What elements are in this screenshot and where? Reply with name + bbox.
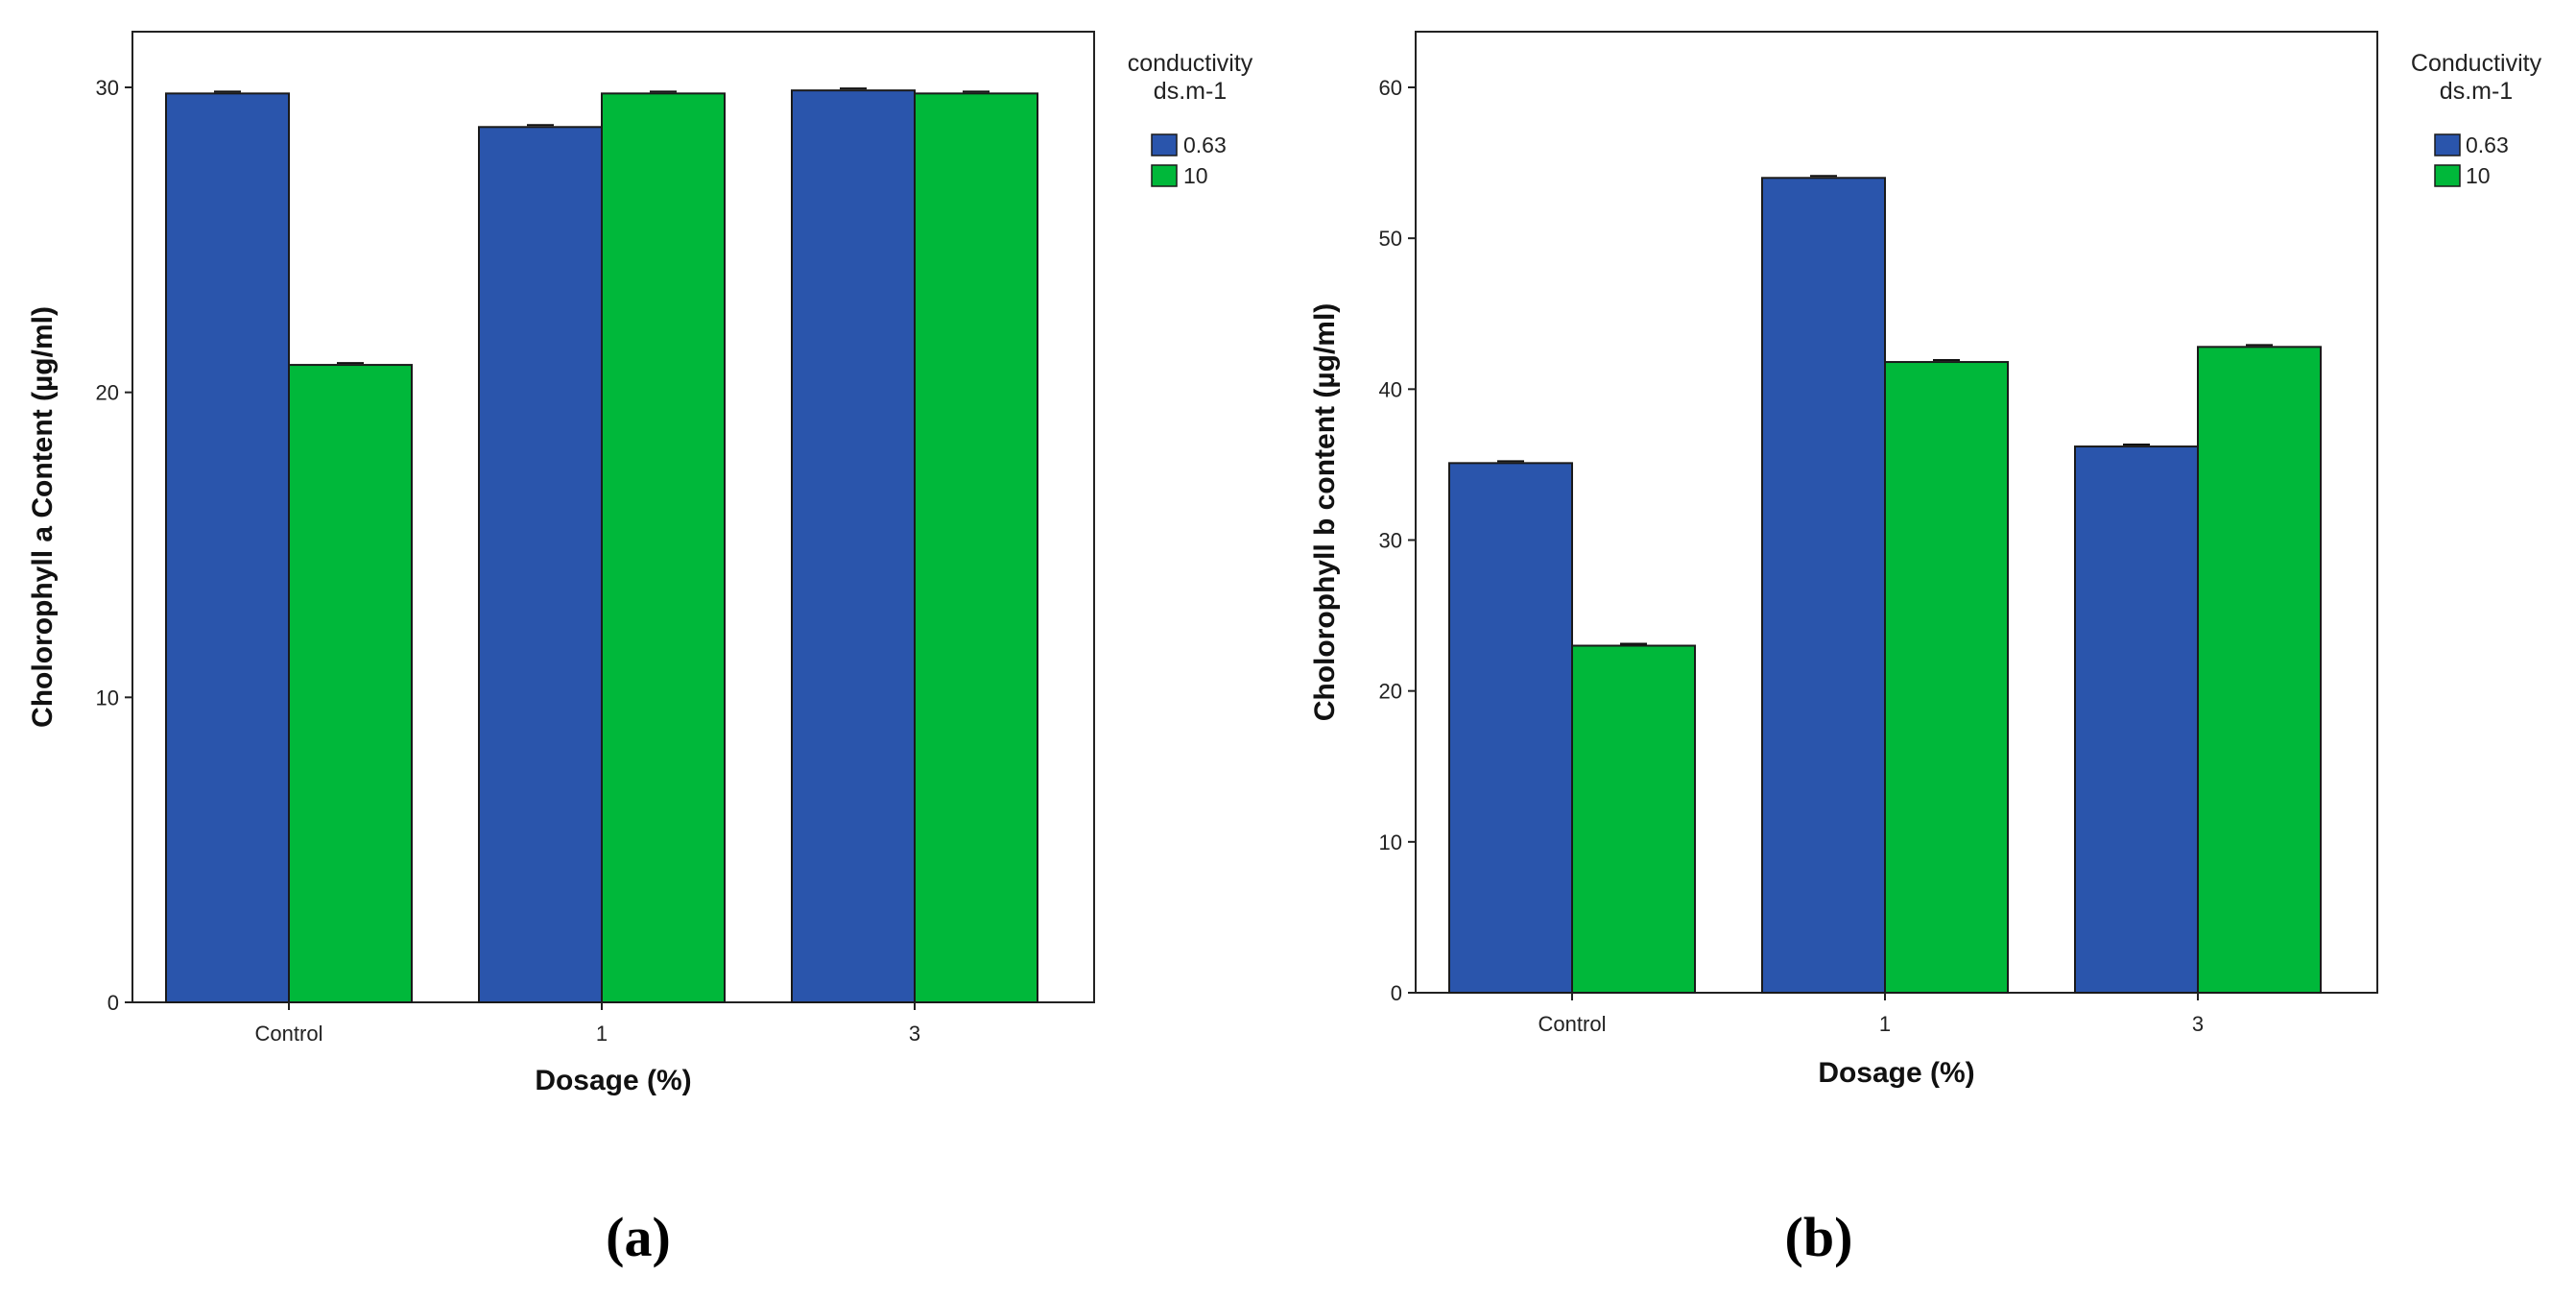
bar (1448, 462, 1573, 995)
x-tick-label: 3 (2192, 1012, 2204, 1036)
legend-label: 0.63 (2466, 132, 2509, 157)
panel-label: (a) (606, 1206, 671, 1268)
bar (601, 92, 726, 1003)
bar (165, 92, 290, 1003)
legend-label: 10 (1183, 163, 1208, 188)
legend-title: ds.m-1 (1154, 78, 1227, 105)
y-tick-label: 30 (1379, 529, 1402, 553)
y-tick-label: 0 (1391, 981, 1402, 1005)
bar (2074, 445, 2199, 995)
y-tick-label: 20 (96, 381, 119, 405)
bar (2197, 346, 2322, 994)
y-tick-label: 60 (1379, 76, 1402, 100)
x-tick-label: Control (1538, 1012, 1607, 1036)
legend-title: conductivity (1128, 50, 1253, 77)
legend-swatch (2434, 133, 2461, 156)
legend-label: 10 (2466, 163, 2491, 188)
y-axis-title: Cholorophyll a Content (µg/ml) (27, 306, 59, 728)
bar (791, 89, 916, 1003)
y-tick-label: 10 (1379, 830, 1402, 854)
bar (1571, 644, 1696, 994)
y-tick-label: 20 (1379, 680, 1402, 704)
legend-swatch (1151, 133, 1178, 156)
y-tick-label: 0 (107, 991, 119, 1015)
legend-label: 0.63 (1183, 132, 1227, 157)
y-tick-label: 30 (96, 76, 119, 100)
x-tick-label: 1 (596, 1022, 608, 1046)
legend-swatch (2434, 164, 2461, 187)
bar (1884, 361, 2009, 994)
y-axis-title: Cholorophyll b content (µg/ml) (1309, 303, 1341, 722)
x-tick-label: 1 (1879, 1012, 1891, 1036)
y-tick-label: 50 (1379, 227, 1402, 251)
legend-swatch (1151, 164, 1178, 187)
chart-panel-a: 0 10 20 30 Control 1 3 Dosage (%) Cholorophyll a… (27, 31, 1253, 1268)
x-tick-label: Control (255, 1022, 323, 1046)
y-tick-label: 10 (96, 686, 119, 710)
bar (478, 126, 603, 1003)
bar (1761, 177, 1886, 995)
y-tick-label: 40 (1379, 377, 1402, 401)
legend-title: Conductivity (2411, 50, 2542, 77)
x-axis-title: Dosage (%) (535, 1065, 691, 1096)
bar (288, 364, 413, 1003)
x-axis-title: Dosage (%) (1818, 1057, 1974, 1089)
bar (914, 92, 1038, 1003)
x-tick-label: 3 (909, 1022, 920, 1046)
legend-title: ds.m-1 (2440, 78, 2513, 105)
panel-label: (b) (1785, 1206, 1853, 1268)
chart-panel-b: 0 10 20 30 40 50 60 Control 1 3 Dosage (%) Cholorop… (1309, 31, 2542, 1268)
